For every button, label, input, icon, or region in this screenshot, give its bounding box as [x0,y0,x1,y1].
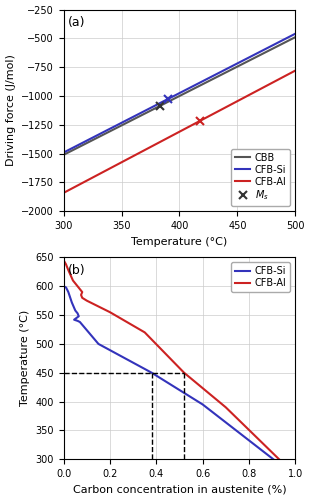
CFB-Al [224,404,228,410]
CFB-Si [76,310,79,316]
CFB-Si [75,315,78,321]
CFB-Si [97,341,100,347]
CFB-Si [70,300,74,306]
X-axis label: Temperature (°C): Temperature (°C) [131,236,228,246]
CFB-Si [78,319,82,325]
CFB-Si [72,316,76,322]
CFB-Al [182,370,186,376]
CFB-Al [277,456,281,462]
CFB-Si [64,284,68,290]
CFB-Al [85,298,89,304]
Legend: CBB, CFB-Si, CFB-Al, $M_s$: CBB, CFB-Si, CFB-Al, $M_s$ [231,149,290,206]
Y-axis label: Temperature (°C): Temperature (°C) [20,310,30,406]
X-axis label: Carbon concentration in austenite (%): Carbon concentration in austenite (%) [73,484,286,494]
CFB-Si [66,289,70,295]
Text: (b): (b) [68,264,86,276]
CFB-Al [78,286,82,292]
Text: (a): (a) [68,16,86,28]
CFB-Si [150,370,153,376]
CFB-Al [80,295,84,301]
Y-axis label: Driving force (J/mol): Driving force (J/mol) [6,54,16,166]
CFB-Si [201,402,205,407]
CFB-Si [62,284,66,290]
CFB-Si [271,456,275,462]
Legend: CFB-Si, CFB-Al: CFB-Si, CFB-Al [231,262,290,292]
CFB-Al [108,309,112,315]
CFB-Si [76,318,79,324]
Line: CFB-Si: CFB-Si [64,286,273,459]
CFB-Al [71,278,75,283]
CFB-Al [79,292,83,298]
CFB-Al [143,330,147,336]
CFB-Al [64,262,68,268]
CFB-Al [66,267,70,273]
CFB-Si [77,314,81,320]
CFB-Si [73,308,77,314]
CFB-Al [62,258,66,264]
CFB-Al [80,289,84,295]
Line: CFB-Al: CFB-Al [64,260,279,459]
